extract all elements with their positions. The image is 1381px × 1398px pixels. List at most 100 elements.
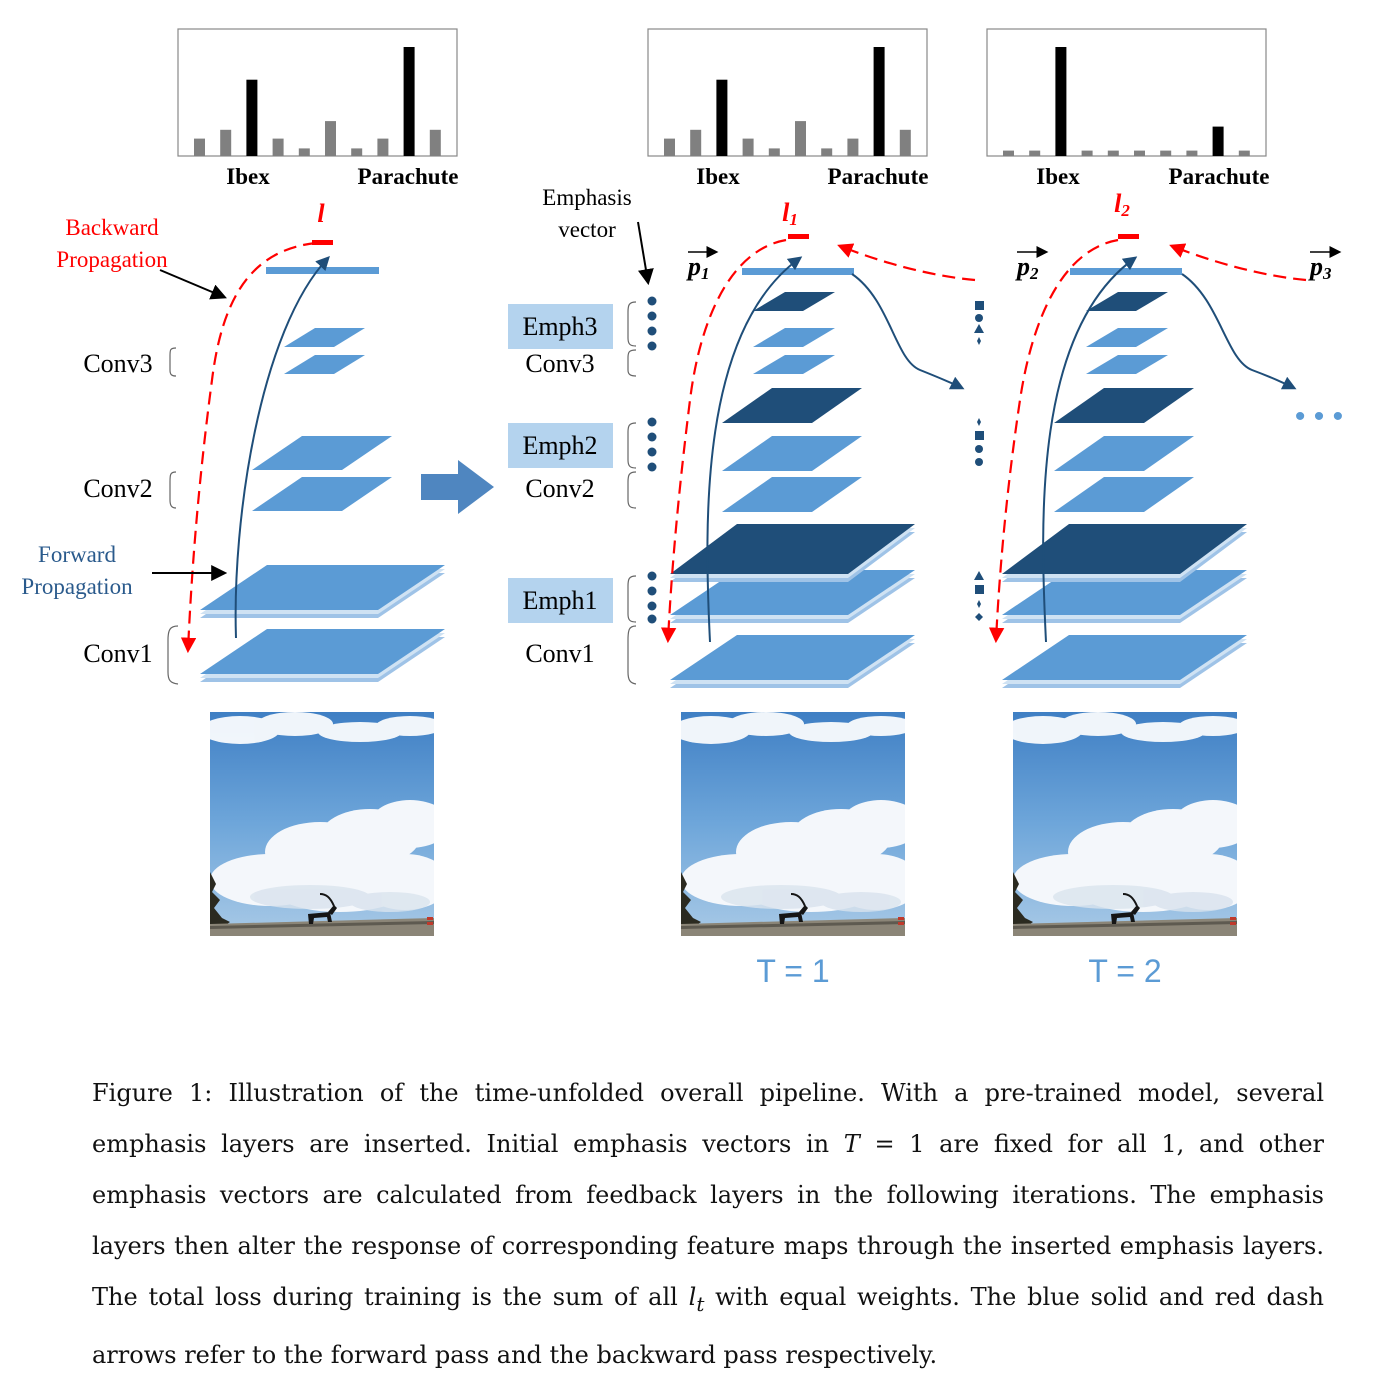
t1-emphasis-dots xyxy=(647,296,657,624)
caption-part-3: with equal weights. The blue solid and r… xyxy=(92,1283,1325,1369)
histogram-bar xyxy=(298,148,310,156)
histogram-bar xyxy=(821,148,833,156)
emph2-box xyxy=(508,423,613,468)
histogram-bar xyxy=(1055,47,1067,156)
emphasis-pointer-arrow xyxy=(637,221,654,286)
hist2-label-ibex: Ibex xyxy=(696,164,740,189)
histogram-panel-1: Ibex Parachute xyxy=(177,28,459,189)
t2-loss-marker xyxy=(1118,234,1139,239)
conv3-layer-stack xyxy=(284,328,365,374)
emphasis-vector-label-2: vector xyxy=(558,217,616,242)
t2-feedback-arrow xyxy=(1181,273,1297,390)
histogram-bar xyxy=(325,121,336,156)
histogram-bar xyxy=(742,138,754,156)
t2-conv1-stack xyxy=(1002,570,1247,688)
t1-feedback-arrow xyxy=(851,273,965,390)
t2-input-image xyxy=(1013,712,1237,936)
emph1-box xyxy=(508,578,613,623)
histogram-bar xyxy=(351,148,363,156)
histogram-2-bars xyxy=(664,47,911,156)
caption-part-1: Figure 1: Illustration of the time-unfol… xyxy=(92,1079,1324,1158)
conv2-layer-stack xyxy=(252,436,392,511)
t1-conv1-label: Conv1 xyxy=(525,639,594,668)
emph2-label: Emph2 xyxy=(522,431,597,460)
p2-label: p2 xyxy=(1015,252,1039,283)
t2-conv3-stack xyxy=(1086,292,1168,374)
t1-output-layer xyxy=(742,268,854,275)
hist3-label-ibex: Ibex xyxy=(1036,164,1080,189)
t1-conv1-stack xyxy=(670,570,915,688)
backward-pointer-arrow xyxy=(159,269,227,300)
t1-forward-arrow xyxy=(706,256,803,643)
t2-emph1-stack xyxy=(1002,524,1247,582)
histogram-bar xyxy=(220,129,232,156)
t2-output-layer xyxy=(1070,268,1182,275)
caption-math-l: l xyxy=(688,1283,697,1311)
histogram-bar xyxy=(246,79,258,156)
histogram-bar xyxy=(403,47,415,156)
histogram-bar xyxy=(1003,150,1014,157)
network-t2: l2 p2 p3 • • • T = 2 xyxy=(974,189,1343,989)
histogram-bar xyxy=(1160,150,1172,157)
loss-marker xyxy=(312,240,333,245)
forward-propagation-label-1: Forward xyxy=(38,542,116,567)
histogram-panel-2: Ibex Parachute xyxy=(647,28,929,189)
histogram-bar xyxy=(429,129,441,156)
histogram-bar xyxy=(847,138,859,156)
t1-time-label: T = 1 xyxy=(756,953,829,989)
backward-propagation-label-1: Backward xyxy=(65,215,159,240)
backward-propagation-label-2: Propagation xyxy=(56,247,168,272)
t2-emphasis-shapes xyxy=(974,301,984,621)
hist1-label-parachute: Parachute xyxy=(358,164,459,189)
histogram-1-bars xyxy=(194,47,441,156)
conv1-layer-stack xyxy=(200,565,445,682)
emph3-label: Emph3 xyxy=(522,312,597,341)
backward-arrow xyxy=(180,241,317,654)
caption-math-T: T xyxy=(843,1130,860,1158)
pipeline-diagram: Ibex Parachute Ibex Parachute Ibex Parac… xyxy=(21,28,1343,989)
t2-loss-label: l2 xyxy=(1114,189,1130,220)
histogram-bar xyxy=(768,148,780,156)
histogram-bar xyxy=(194,138,205,156)
p1-label: p1 xyxy=(686,252,710,283)
t2-backward-to-t1-arrow xyxy=(837,243,976,282)
forward-arrow xyxy=(234,255,330,639)
t1-conv2-stack xyxy=(722,388,862,512)
t1-backward-arrow xyxy=(660,238,787,644)
histogram-bar xyxy=(377,138,389,156)
histogram-bar xyxy=(1186,150,1198,157)
t2-time-label: T = 2 xyxy=(1088,953,1161,989)
unfold-arrow xyxy=(421,460,494,514)
histogram-bar xyxy=(664,138,675,156)
p3-label: p3 xyxy=(1308,252,1332,283)
t1-conv2-label: Conv2 xyxy=(525,474,594,503)
t2-backward-arrow xyxy=(988,238,1119,644)
histogram-bar xyxy=(1134,150,1145,157)
network-t1: l1 p1 Emphasis vector Emph3 Conv3 Emph2 … xyxy=(508,185,976,989)
network-pretrained: l Backward Propagation Forward Propagati… xyxy=(21,199,445,936)
loss-label: l xyxy=(317,199,325,228)
histogram-bar xyxy=(873,47,885,156)
histogram-bar xyxy=(716,79,728,156)
histogram-bar xyxy=(1107,150,1119,157)
emph3-box xyxy=(508,304,613,349)
histogram-bar xyxy=(1238,150,1250,157)
histogram-3-bars xyxy=(1003,47,1250,157)
conv1-label: Conv1 xyxy=(83,639,152,668)
hist2-label-parachute: Parachute xyxy=(828,164,929,189)
histogram-bar xyxy=(899,129,911,156)
t2-conv2-stack xyxy=(1054,388,1194,512)
hist1-label-ibex: Ibex xyxy=(226,164,270,189)
emphasis-vector-label-1: Emphasis xyxy=(542,185,631,210)
figure-caption: Figure 1: Illustration of the time-unfol… xyxy=(92,1068,1324,1381)
output-layer xyxy=(266,267,379,274)
t2-forward-arrow xyxy=(1042,256,1138,643)
histogram-panel-3: Ibex Parachute xyxy=(986,28,1270,189)
t1-conv3-label: Conv3 xyxy=(525,349,594,378)
histogram-bar xyxy=(795,121,806,156)
t1-loss-label: l1 xyxy=(782,198,798,229)
t1-conv3-stack xyxy=(753,292,835,374)
t1-loss-marker xyxy=(788,234,809,239)
input-image xyxy=(210,712,434,936)
hist3-label-parachute: Parachute xyxy=(1169,164,1270,189)
